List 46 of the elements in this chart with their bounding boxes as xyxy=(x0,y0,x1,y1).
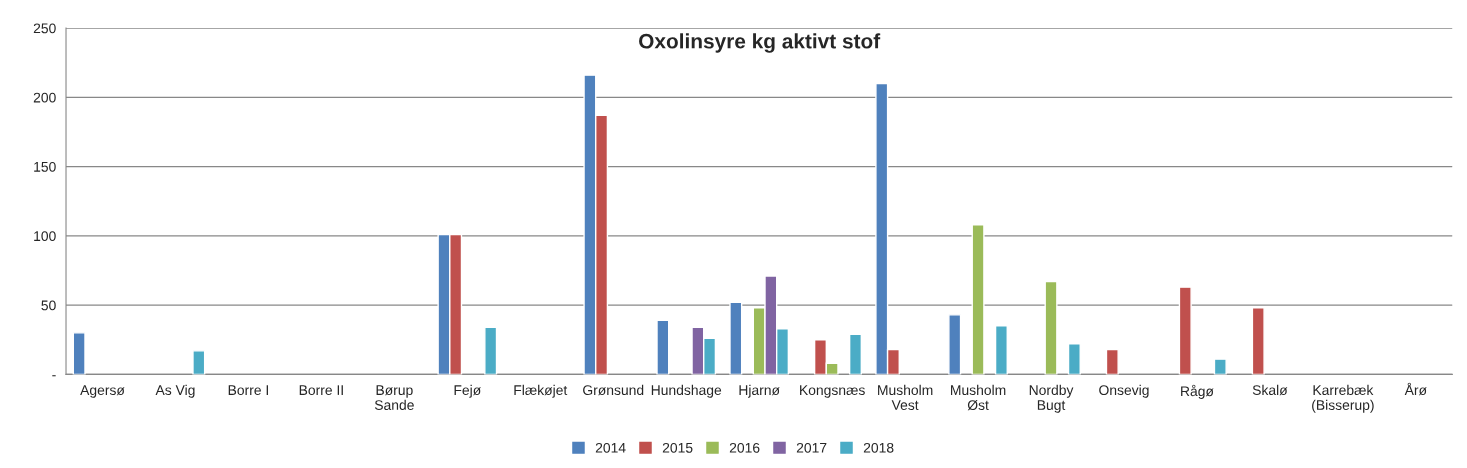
legend-label: 2018 xyxy=(863,442,894,453)
bar xyxy=(971,224,985,375)
x-tick-label: Karrebæk (Bisserup) xyxy=(1312,384,1374,413)
legend-label: 2017 xyxy=(796,442,827,453)
x-tick-label: Børup Sande xyxy=(374,385,414,410)
bar xyxy=(948,314,962,375)
bar xyxy=(729,301,743,375)
bar xyxy=(484,326,498,375)
legend-label: 2014 xyxy=(595,442,626,453)
y-tick-label: - xyxy=(52,375,56,377)
y-tick-label: 250 xyxy=(33,23,56,34)
x-tick-label: Musholm Øst xyxy=(951,384,1006,411)
x-tick-label: Borre I xyxy=(228,385,268,396)
x-tick-label: Agersø xyxy=(80,385,125,398)
bar xyxy=(192,350,206,375)
x-tick-label: Årø xyxy=(1404,382,1427,396)
bar xyxy=(1105,348,1119,375)
x-tick-label: Borre II xyxy=(299,385,343,396)
y-tick-label: 100 xyxy=(34,231,56,242)
y-tick-label: 50 xyxy=(41,300,56,311)
x-tick-label: Rågø xyxy=(1181,384,1214,399)
bar xyxy=(656,319,670,375)
chart-title: Oxolinsyre kg aktivt stof xyxy=(639,33,881,53)
x-tick-label: Onsevig xyxy=(1099,384,1149,398)
x-tick-label: As Vig xyxy=(155,384,195,398)
y-tick-label: 200 xyxy=(33,92,56,103)
x-tick-label: Kongsnæs xyxy=(800,385,865,398)
x-tick-label: Skalø xyxy=(1252,384,1288,396)
x-tick-label: Grønsund xyxy=(583,384,644,396)
bar xyxy=(848,333,863,375)
x-tick-label: Flækøjet xyxy=(514,384,568,398)
legend-label: 2016 xyxy=(729,442,760,453)
bar xyxy=(72,332,86,375)
x-tick-label: Musholm Vest xyxy=(878,384,933,410)
legend-label: 2015 xyxy=(662,442,693,453)
y-tick-label: 150 xyxy=(34,161,56,172)
x-tick-label: Hundshage xyxy=(651,384,722,398)
x-tick-label: Fejø xyxy=(454,384,481,398)
x-tick-label: Nordby Bugt xyxy=(1029,384,1074,413)
x-tick-label: Hjarnø xyxy=(739,384,780,398)
bar xyxy=(994,325,1008,375)
bar xyxy=(1067,343,1081,375)
bar xyxy=(1044,280,1058,375)
bar xyxy=(1213,358,1227,375)
bar xyxy=(1178,286,1192,375)
bar xyxy=(1251,307,1265,375)
